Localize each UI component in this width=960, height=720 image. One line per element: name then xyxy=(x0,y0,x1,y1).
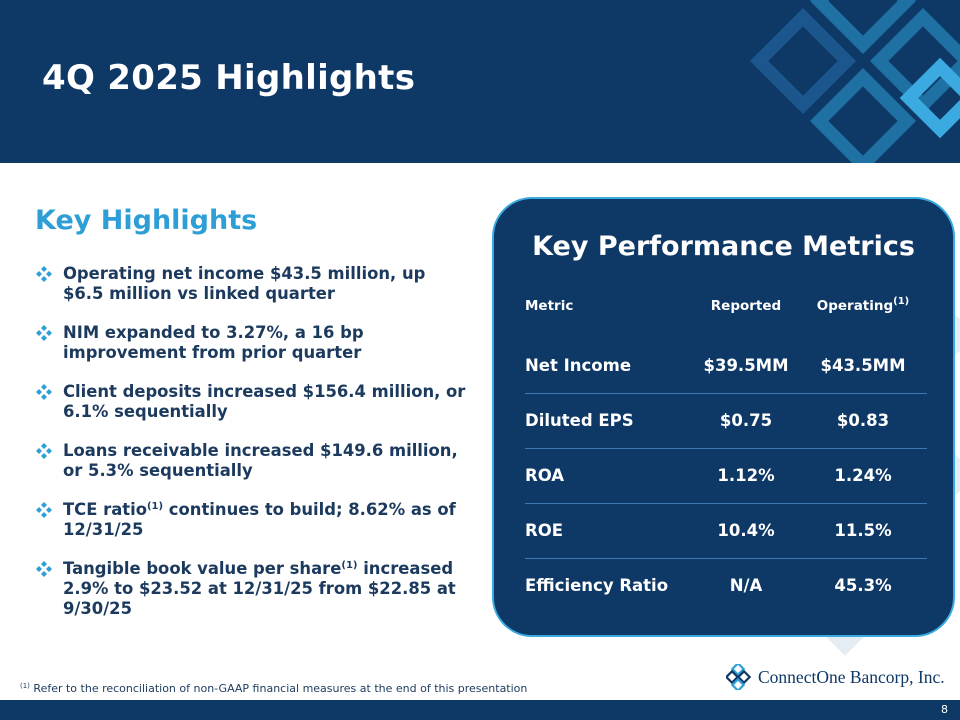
diamond-bullet-icon xyxy=(36,384,52,400)
highlight-text: NIM expanded to 3.27%, a 16 bp improveme… xyxy=(63,323,364,362)
table-row: Diluted EPS $0.75 $0.83 xyxy=(525,393,927,449)
header-metric: Metric xyxy=(525,298,574,314)
company-logo: ConnectOne Bancorp, Inc. xyxy=(726,660,945,694)
footnote-marker: (1) xyxy=(893,296,910,307)
kpm-table: Metric Reported Operating(1) Net Income … xyxy=(525,294,927,613)
header-band: 4Q 2025 Highlights xyxy=(0,0,960,163)
cell-operating: 11.5% xyxy=(799,503,927,559)
kpm-title: Key Performance Metrics xyxy=(532,231,915,262)
header-operating-label: Operating xyxy=(816,298,894,314)
highlight-item-deposits: Client deposits increased $156.4 million… xyxy=(36,382,466,422)
logo-diamond-icon xyxy=(726,664,752,690)
footnote-marker: (1) xyxy=(146,501,164,512)
header-operating: Operating(1) xyxy=(799,294,927,318)
footnote: (1) Refer to the reconciliation of non-G… xyxy=(20,682,527,695)
logo-text: ConnectOne Bancorp, Inc. xyxy=(758,666,945,687)
cell-reported: $0.75 xyxy=(693,393,799,449)
header-reported: Reported xyxy=(710,298,782,314)
highlight-text-post: continues to build; 8.62% as of 12/31/25 xyxy=(63,500,456,539)
cell-metric: Efficiency Ratio xyxy=(525,576,669,596)
cell-operating: $43.5MM xyxy=(799,338,927,394)
highlight-text: Operating net income $43.5 million, up $… xyxy=(63,264,426,303)
cell-reported: N/A xyxy=(729,576,763,596)
table-row: ROA 1.12% 1.24% xyxy=(525,448,927,504)
highlight-text-pre: Tangible book value per share xyxy=(63,559,342,578)
cell-operating: 45.3% xyxy=(834,576,892,596)
cell-operating: $0.83 xyxy=(799,393,927,449)
footnote-marker: (1) xyxy=(341,560,358,571)
cell-reported: 1.12% xyxy=(693,448,799,504)
diamond-bullet-icon xyxy=(36,502,52,518)
highlight-text-post: increased 2.9% to $23.52 at 12/31/25 fro… xyxy=(63,559,456,618)
cell-metric: ROE xyxy=(525,503,693,559)
footnote-text: Refer to the reconciliation of non-GAAP … xyxy=(29,682,528,695)
highlights-list: Operating net income $43.5 million, up $… xyxy=(36,264,466,638)
highlight-item-nim: NIM expanded to 3.27%, a 16 bp improveme… xyxy=(36,323,466,363)
diamond-bullet-icon xyxy=(36,266,52,282)
table-row: Efficiency Ratio N/A 45.3% xyxy=(525,558,927,613)
highlight-item-tce-ratio: TCE ratio(1) continues to build; 8.62% a… xyxy=(36,500,466,540)
highlight-text: Client deposits increased $156.4 million… xyxy=(63,382,466,421)
cell-metric: Net Income xyxy=(525,338,693,394)
cell-metric: ROA xyxy=(525,448,693,504)
diamond-bullet-icon xyxy=(36,561,52,577)
spacer-row xyxy=(525,318,927,338)
page-title: 4Q 2025 Highlights xyxy=(42,58,416,98)
highlight-item-loans: Loans receivable increased $149.6 millio… xyxy=(36,441,466,481)
highlight-text: Loans receivable increased $149.6 millio… xyxy=(63,441,458,480)
page-number: 8 xyxy=(941,703,948,716)
diamond-pattern-decoration xyxy=(749,0,960,163)
table-row: Net Income $39.5MM $43.5MM xyxy=(525,338,927,394)
table-row: ROE 10.4% 11.5% xyxy=(525,503,927,559)
highlight-item-operating-income: Operating net income $43.5 million, up $… xyxy=(36,264,466,304)
cell-operating: 1.24% xyxy=(799,448,927,504)
highlight-text-pre: TCE ratio xyxy=(63,500,147,519)
bottom-bar: 8 xyxy=(0,700,960,720)
highlight-item-tangible-book-value: Tangible book value per share(1) increas… xyxy=(36,559,466,619)
cell-reported: $39.5MM xyxy=(693,338,799,394)
kpm-header-row: Metric Reported Operating(1) xyxy=(525,294,927,318)
key-performance-metrics-panel: Key Performance Metrics Metric Reported … xyxy=(492,197,955,637)
diamond-bullet-icon xyxy=(36,443,52,459)
cell-reported: 10.4% xyxy=(693,503,799,559)
key-highlights-heading: Key Highlights xyxy=(35,205,258,236)
cell-metric: Diluted EPS xyxy=(525,393,693,449)
diamond-bullet-icon xyxy=(36,325,52,341)
footnote-marker: (1) xyxy=(20,682,30,690)
